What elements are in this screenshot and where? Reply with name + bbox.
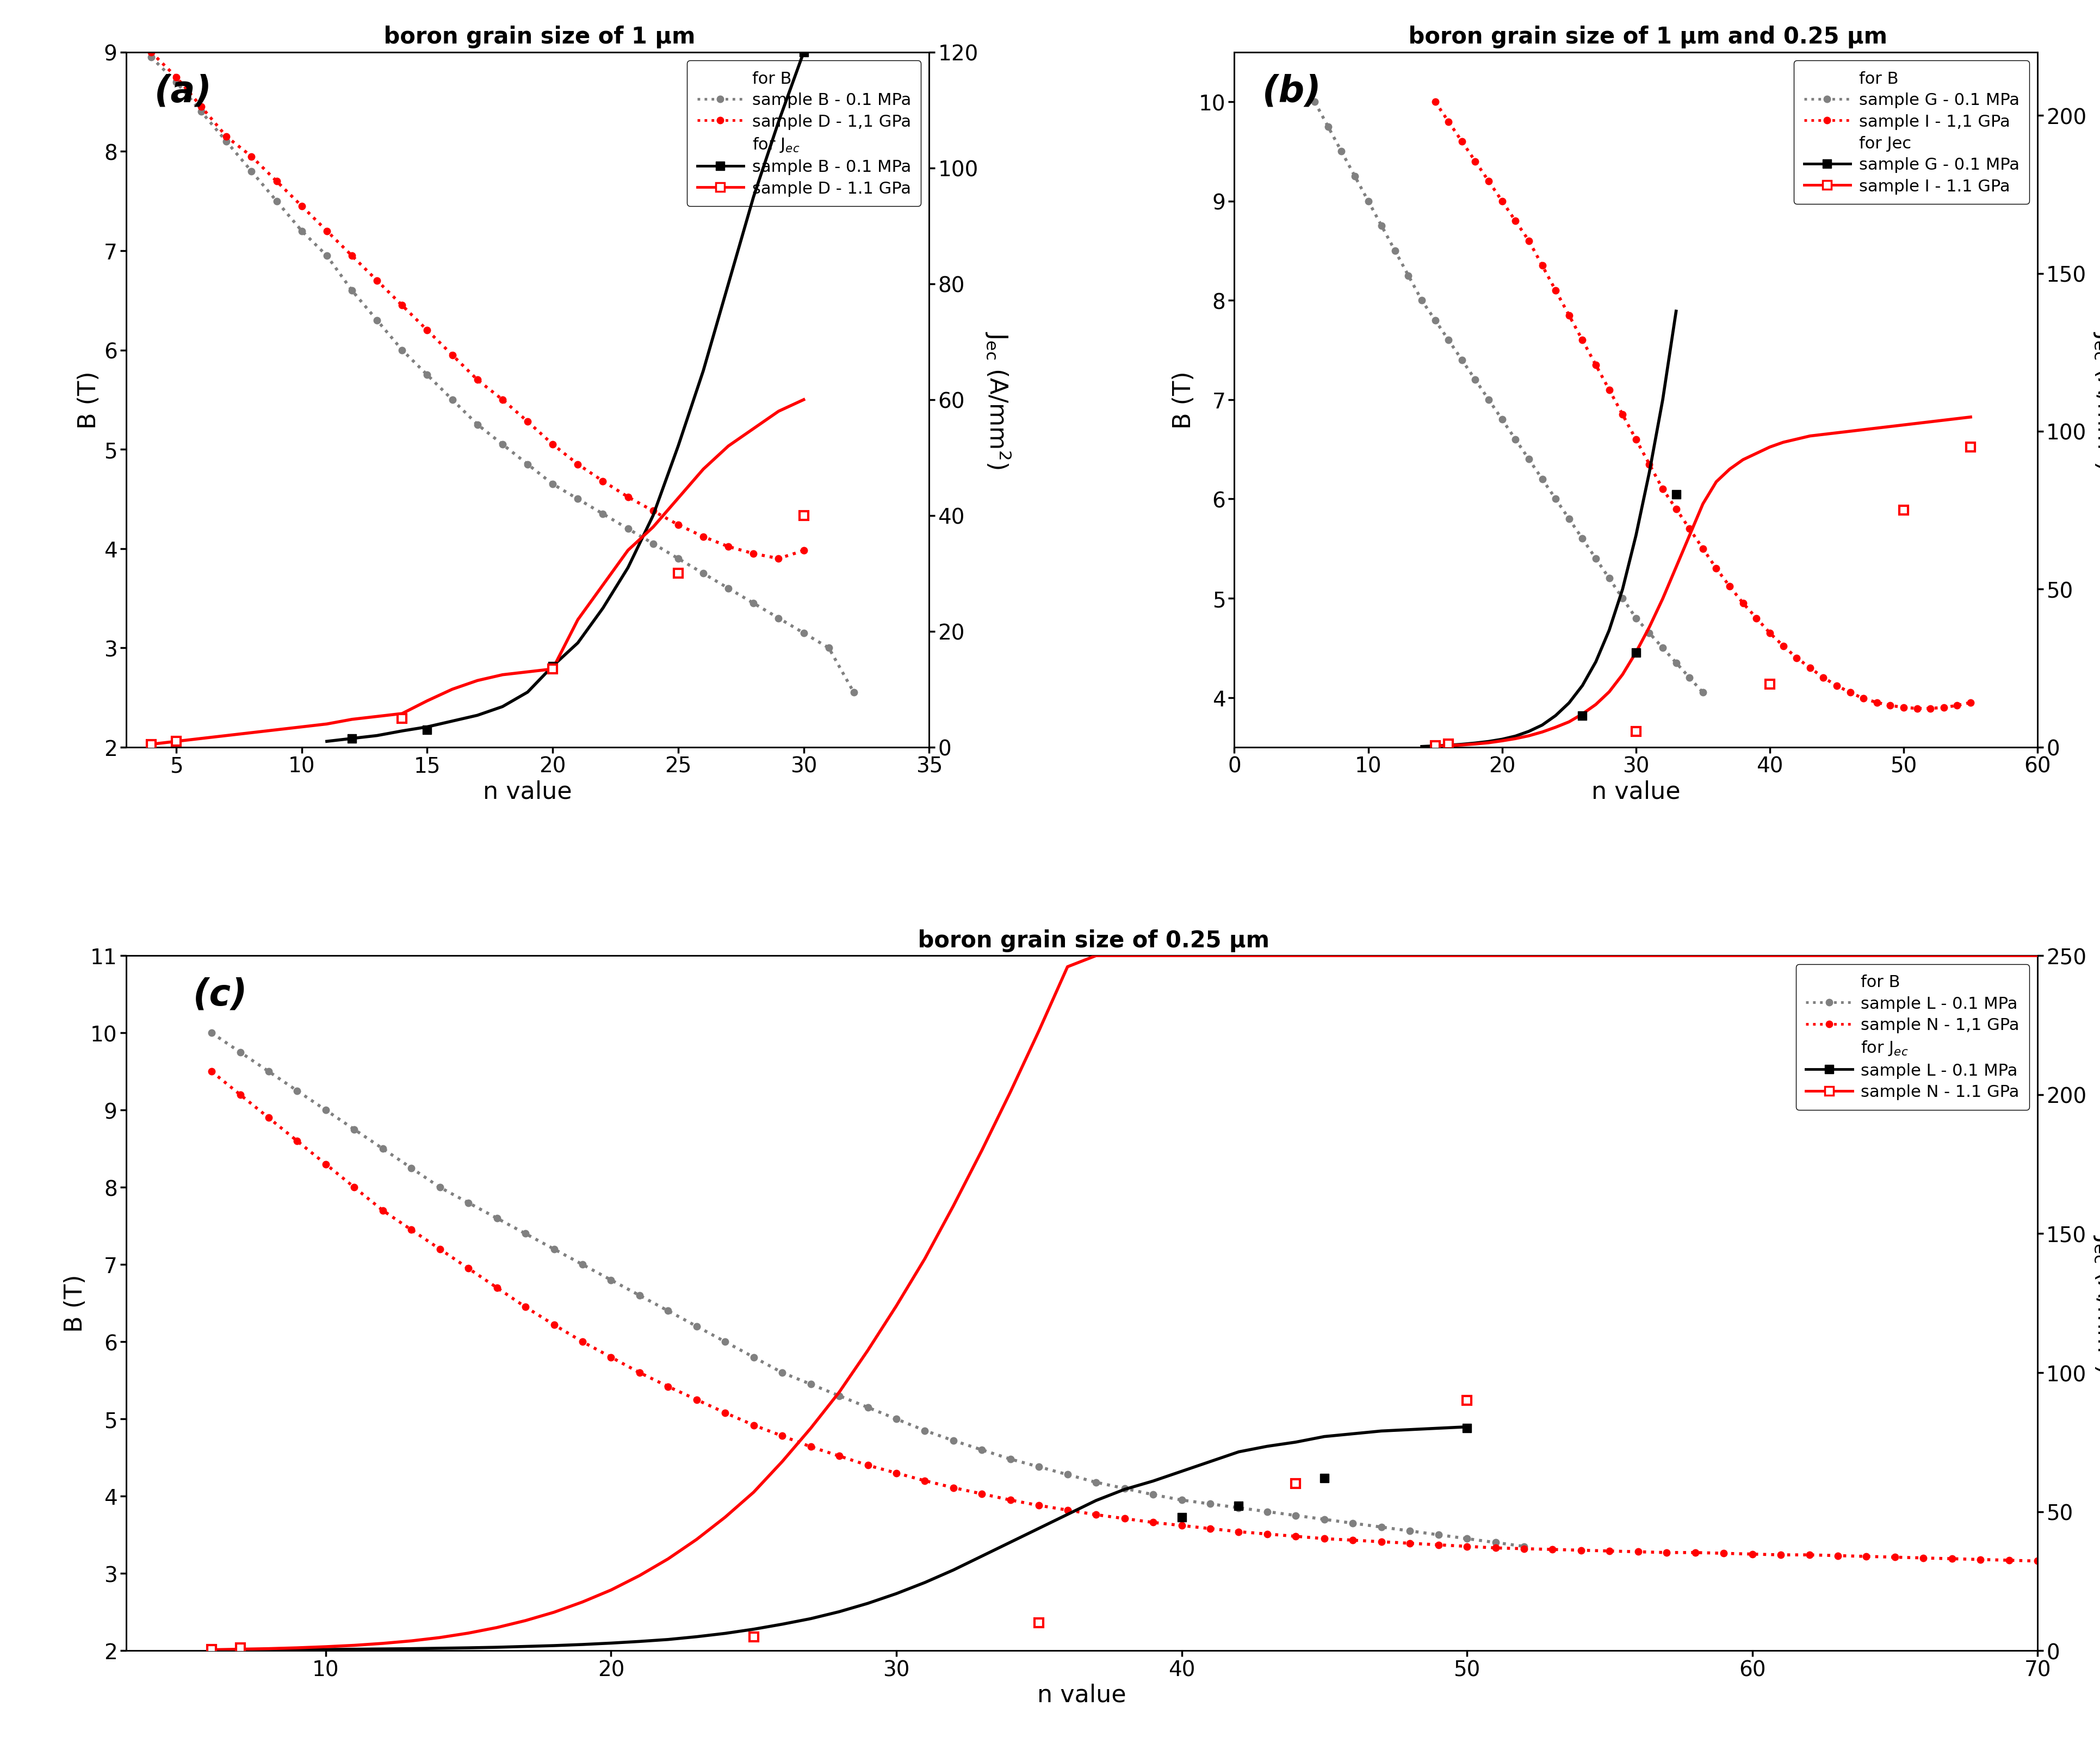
Y-axis label: J$_\mathregular{ec}$ (A/mm$^2$): J$_\mathregular{ec}$ (A/mm$^2$) bbox=[2092, 332, 2100, 469]
X-axis label: n value: n value bbox=[1592, 780, 1680, 802]
Legend: for B, sample B - 0.1 MPa, sample D - 1,1 GPa, for J$_{ec}$, sample B - 0.1 MPa,: for B, sample B - 0.1 MPa, sample D - 1,… bbox=[687, 61, 920, 207]
Text: (a): (a) bbox=[153, 74, 212, 109]
Y-axis label: J$_\mathregular{ec}$ (A/mm$^2$): J$_\mathregular{ec}$ (A/mm$^2$) bbox=[983, 332, 1012, 469]
Y-axis label: J$_\mathregular{ec}$ (A/mm$^2$): J$_\mathregular{ec}$ (A/mm$^2$) bbox=[2092, 1234, 2100, 1371]
Legend: for B, sample L - 0.1 MPa, sample N - 1,1 GPa, for J$_{ec}$, sample L - 0.1 MPa,: for B, sample L - 0.1 MPa, sample N - 1,… bbox=[1795, 964, 2029, 1110]
Y-axis label: B (T): B (T) bbox=[78, 371, 101, 428]
Title:    boron grain size of 1 μm and 0.25 μm: boron grain size of 1 μm and 0.25 μm bbox=[1384, 26, 1886, 49]
Text: (c): (c) bbox=[193, 976, 248, 1013]
Title:    boron grain size of 1 μm: boron grain size of 1 μm bbox=[359, 26, 695, 49]
Y-axis label: B (T): B (T) bbox=[63, 1275, 88, 1333]
X-axis label: n value: n value bbox=[483, 780, 571, 802]
Y-axis label: B (T): B (T) bbox=[1172, 371, 1195, 428]
X-axis label: n value: n value bbox=[1037, 1682, 1126, 1707]
Title:    boron grain size of 0.25 μm: boron grain size of 0.25 μm bbox=[895, 929, 1268, 952]
Legend: for B, sample G - 0.1 MPa, sample I - 1,1 GPa, for Jec, sample G - 0.1 MPa, samp: for B, sample G - 0.1 MPa, sample I - 1,… bbox=[1793, 61, 2029, 205]
Text: (b): (b) bbox=[1262, 74, 1321, 109]
